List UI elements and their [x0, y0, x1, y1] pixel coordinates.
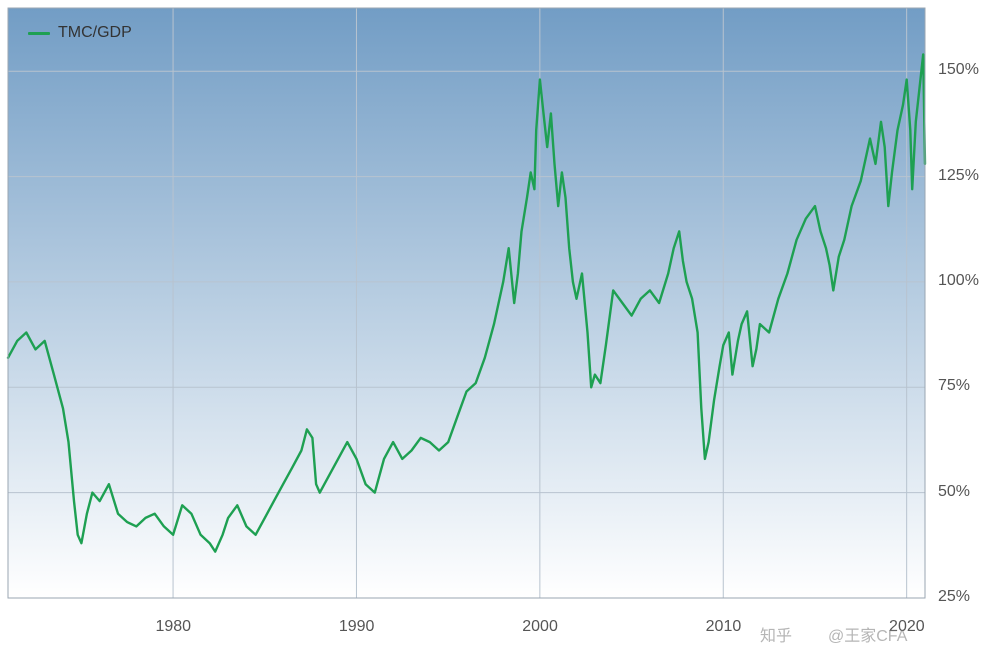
- y-tick-label: 125%: [938, 167, 979, 185]
- x-tick-label: 2010: [706, 618, 742, 636]
- legend-swatch: [28, 32, 50, 35]
- chart-svg: [0, 0, 985, 648]
- chart-container: TMC/GDP 25% 50% 75% 100% 125% 150% 1980 1990 20…: [0, 0, 985, 648]
- x-tick-label: 2000: [522, 618, 558, 636]
- y-tick-label: 50%: [938, 483, 970, 501]
- x-tick-label: 1980: [155, 618, 191, 636]
- y-tick-label: 100%: [938, 272, 979, 290]
- y-tick-label: 150%: [938, 61, 979, 79]
- legend-label: TMC/GDP: [58, 24, 132, 42]
- x-tick-label: 1990: [339, 618, 375, 636]
- y-tick-label: 75%: [938, 377, 970, 395]
- y-tick-label: 25%: [938, 588, 970, 606]
- x-tick-label: 2020: [889, 618, 925, 636]
- legend: TMC/GDP: [28, 24, 132, 42]
